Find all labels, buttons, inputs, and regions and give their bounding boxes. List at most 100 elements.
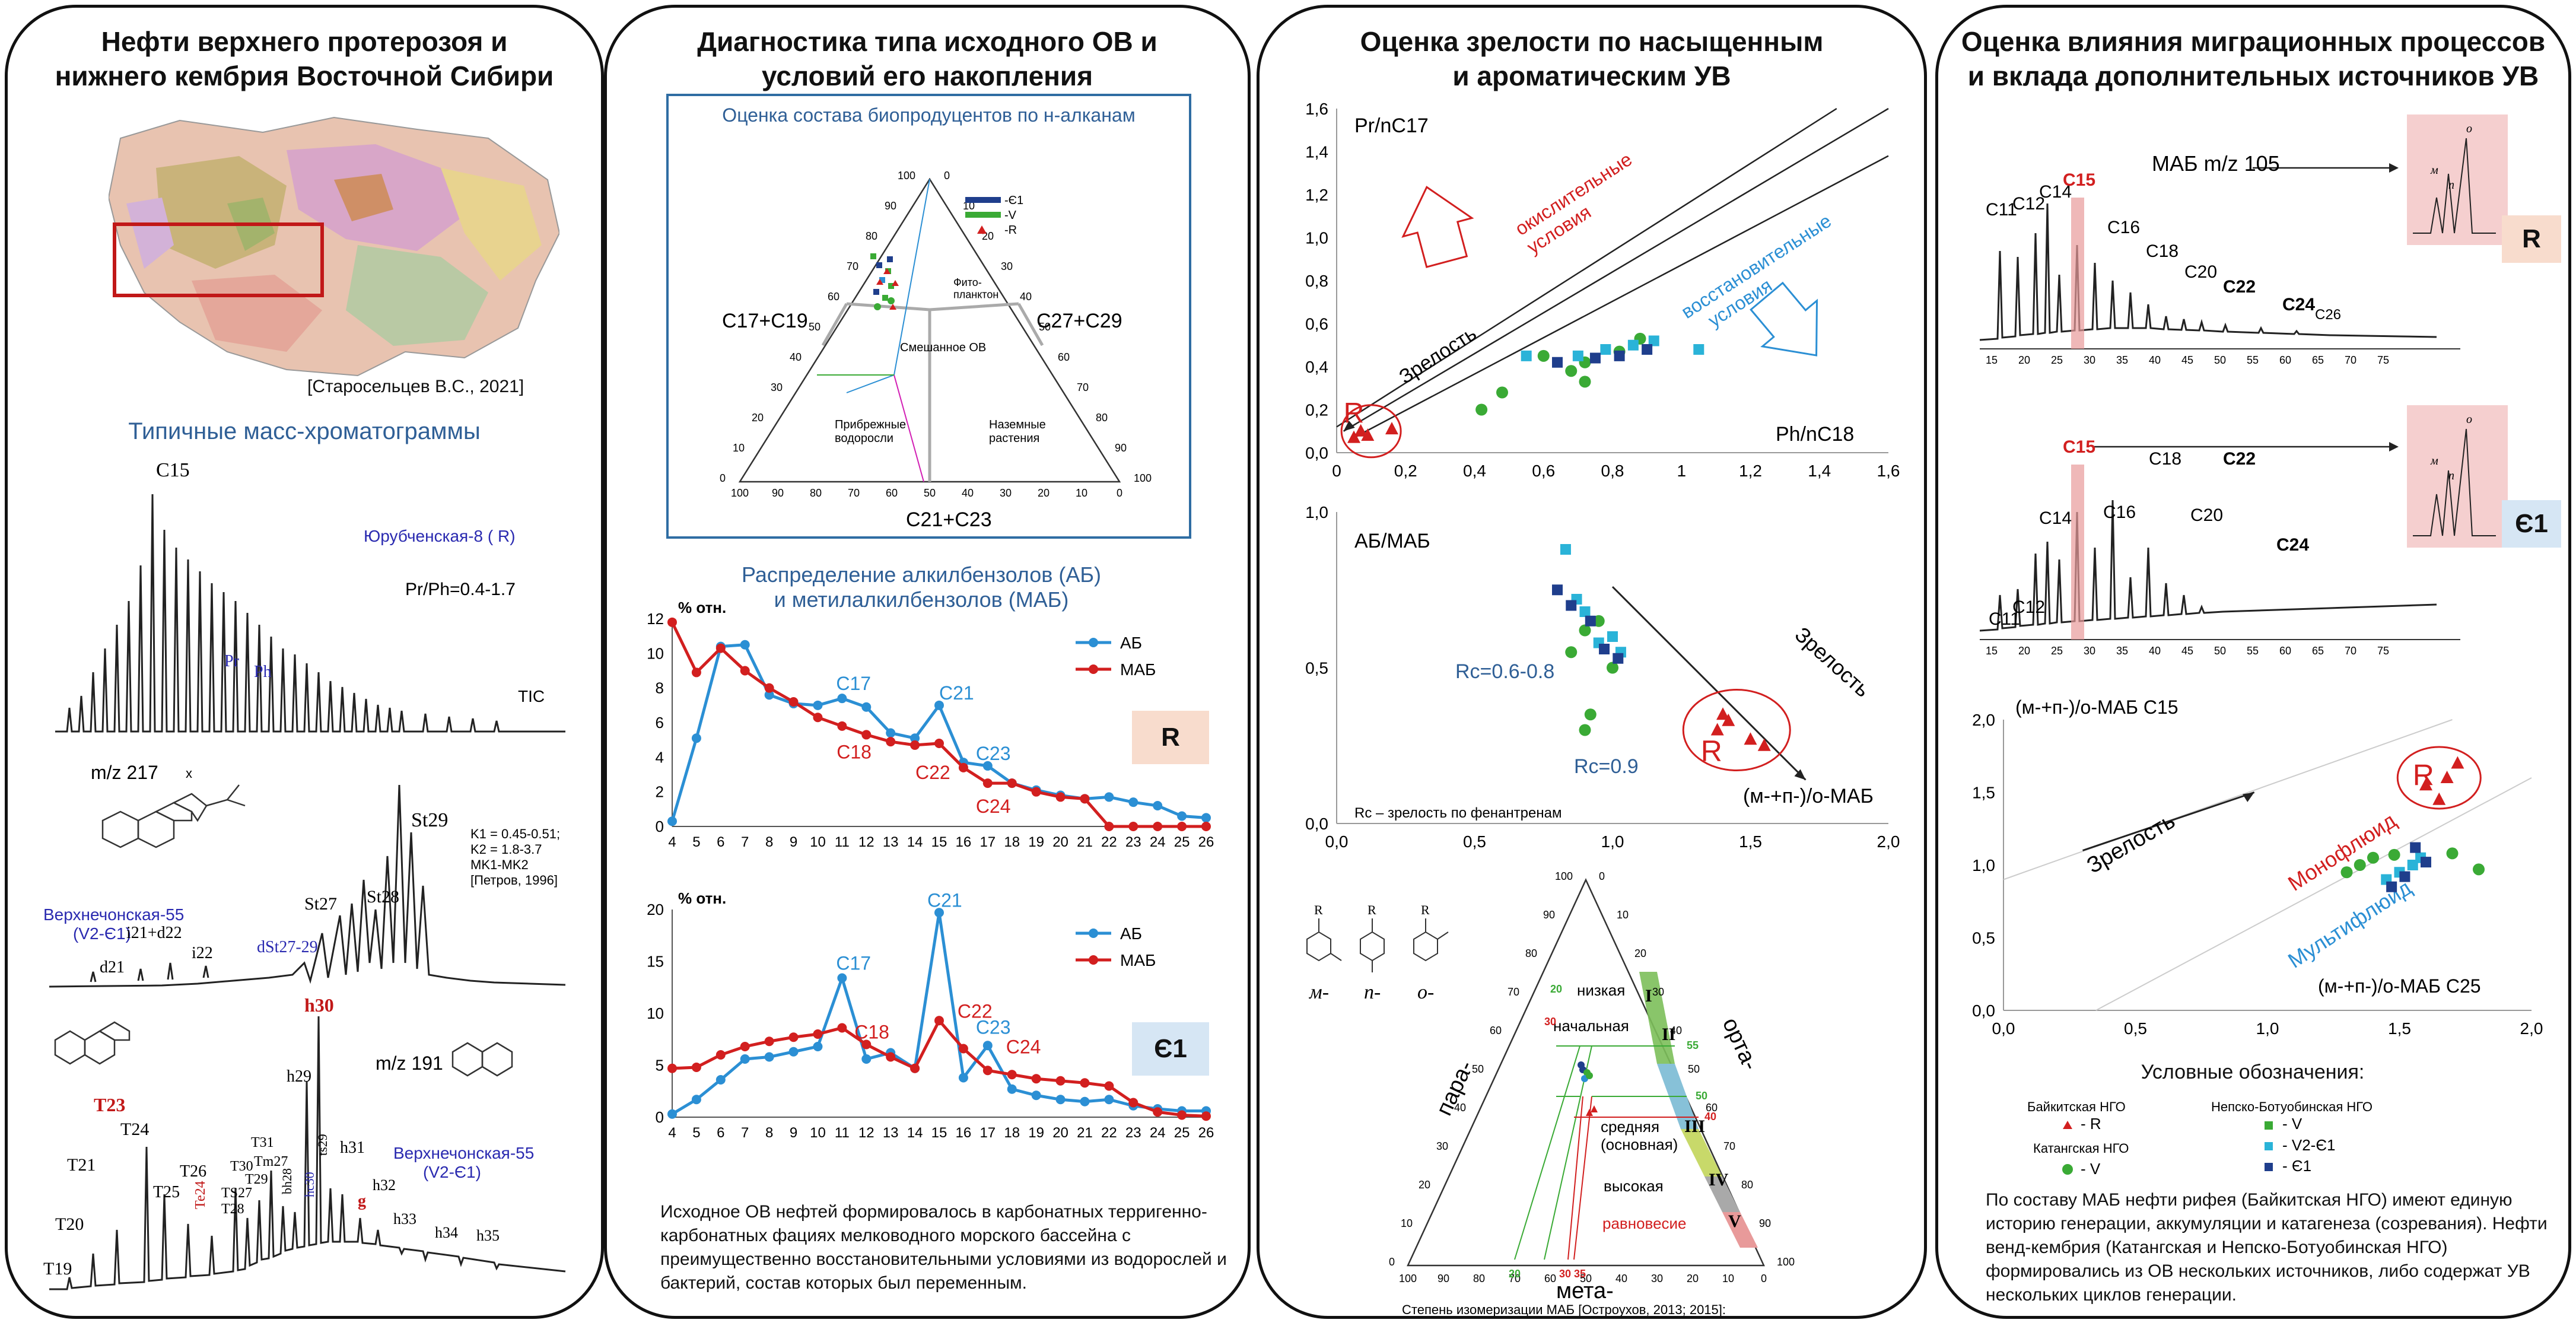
zone-iii: III (1684, 1117, 1705, 1136)
panel-1: Нефти верхнего протерозоя и нижнего кемб… (5, 5, 604, 1319)
y-tick-label: 1,5 (1972, 784, 1995, 802)
x-tick-label: 25 (2051, 645, 2063, 657)
svg-text:п: п (2448, 469, 2454, 482)
panel-4: Оценка влияния миграционных процессов и … (1935, 5, 2571, 1319)
x-tick-label: 1,5 (2388, 1019, 2411, 1038)
x-tick-label: 55 (2247, 645, 2259, 657)
y-tick-label: 0,0 (1972, 1001, 1995, 1020)
x-tick-label: 20 (2018, 645, 2030, 657)
x-tick-label: 0,4 (1463, 462, 1486, 480)
point-square (2421, 857, 2431, 868)
mz191-t20: T20 (55, 1214, 84, 1234)
series-line-mab (672, 1017, 1207, 1118)
data-point (764, 683, 774, 693)
badge-e1: Є1 (1132, 1022, 1209, 1076)
legend-label: МАБ (1120, 660, 1156, 679)
point-v (1579, 624, 1591, 637)
x-tick-label: 70 (2345, 645, 2356, 657)
data-point (910, 1063, 920, 1073)
ab-mab-scatter: 0,0 0,5 1,0 1,5 2,0 0,0 0,5 1,0 АБ/МАБ (м-+п-)/о-… (1305, 503, 1900, 851)
y-tick-label: 12 (647, 610, 664, 628)
tick: 40 (1615, 1273, 1627, 1284)
data-point (1128, 797, 1138, 807)
tick: 20 (752, 412, 764, 424)
x-tick-label: 25 (1174, 1125, 1190, 1141)
tick: 30 (1000, 487, 1012, 499)
point-r (1716, 707, 1729, 720)
point-square (1642, 344, 1653, 355)
panel-1-title: Нефти верхнего протерозоя и нижнего кемб… (55, 26, 554, 91)
carbon-label: C21 (927, 889, 962, 911)
x-tick-label: 20 (2018, 354, 2030, 366)
ortho-isomer-label: o- (1417, 981, 1434, 1003)
biomass-ternary-title: Оценка состава биопродуцентов по н-алкан… (722, 104, 1136, 126)
legend-label: МАБ (1120, 951, 1156, 969)
point-v (2367, 851, 2379, 864)
svg-text:R: R (1421, 902, 1430, 917)
mz191-t31: T31 (251, 1135, 274, 1150)
point-square (1552, 357, 1563, 368)
svg-text:o: o (2466, 413, 2472, 426)
meta-axis-label: мета- (1556, 1279, 1614, 1303)
maturity-label: Зрелость (1791, 622, 1875, 701)
mz217-x: x (186, 766, 192, 781)
point-square (1579, 606, 1591, 617)
carbon-label: C22 (958, 1001, 993, 1022)
oxid-arrow-icon (1401, 186, 1474, 268)
x-tick-label: 55 (2247, 354, 2259, 366)
mz191-h34: h34 (435, 1224, 458, 1241)
tick: 0 (1117, 487, 1122, 499)
x-tick-label: 70 (2345, 354, 2356, 366)
carbon-label: C21 (939, 682, 974, 704)
y-tick-label: 0,5 (1972, 929, 1995, 947)
tick: 40 (962, 487, 974, 499)
tick: 0 (720, 472, 726, 484)
data-point (1104, 1081, 1114, 1091)
r-cluster-ring (1340, 404, 1402, 459)
x-tick-label: 6 (717, 1125, 724, 1141)
svg-text:C16: C16 (2107, 218, 2140, 237)
mixed-label: Смешанное ОВ (900, 341, 986, 354)
mz217-k1: K1 = 0.45-0.51; (470, 826, 560, 841)
x-tick-label: 7 (741, 1125, 749, 1141)
y-tick-label: 8 (656, 679, 664, 697)
x-tick-label: 23 (1125, 834, 1141, 850)
svg-text:C12: C12 (2012, 597, 2045, 617)
ortho-axis-label: орта- (1718, 1014, 1763, 1074)
carbon-label: C24 (1006, 1036, 1041, 1058)
rc-note: Rc – зрелость по фенантренам (1354, 805, 1561, 821)
x-tick-label: 20 (1052, 834, 1068, 850)
y-tick-label: 1,0 (1305, 229, 1328, 247)
isomer-caption: Степень изомеризации МАБ [Остроухов, 201… (1402, 1302, 1726, 1317)
point-square (1614, 350, 1625, 361)
mz217-st27: St27 (304, 894, 337, 914)
x-tick-label: 8 (765, 1125, 773, 1141)
x-tick-label: 14 (907, 834, 923, 850)
point-r (1347, 430, 1361, 443)
y-tick-label: 2 (656, 783, 664, 801)
y-axis-label: Pr/nC17 (1354, 115, 1429, 137)
point-square (1566, 600, 1577, 611)
mz217-well: Верхнечонская-55 (43, 905, 184, 924)
tick: 100 (731, 487, 749, 499)
svg-text:C15: C15 (2063, 437, 2095, 457)
x-tick-label: 25 (1174, 834, 1190, 850)
tick: 60 (886, 487, 898, 499)
data-point (837, 1023, 847, 1033)
ternary-points (870, 253, 899, 310)
tick: 50 (809, 321, 820, 333)
mz217-st28: St28 (367, 887, 399, 907)
x-tick-label: 10 (810, 1125, 826, 1141)
data-point (982, 1041, 993, 1051)
svg-text:40: 40 (1704, 1111, 1716, 1123)
x-tick-label: 35 (2116, 354, 2128, 366)
x-tick-label: 11 (835, 834, 850, 850)
x-tick-label: 45 (2181, 354, 2193, 366)
point-square (1552, 584, 1563, 596)
x-tick-label: 24 (1150, 834, 1166, 850)
x-tick-label: 21 (1077, 1125, 1093, 1141)
tick: 70 (847, 260, 858, 272)
mz191-h29: h29 (287, 1067, 311, 1086)
